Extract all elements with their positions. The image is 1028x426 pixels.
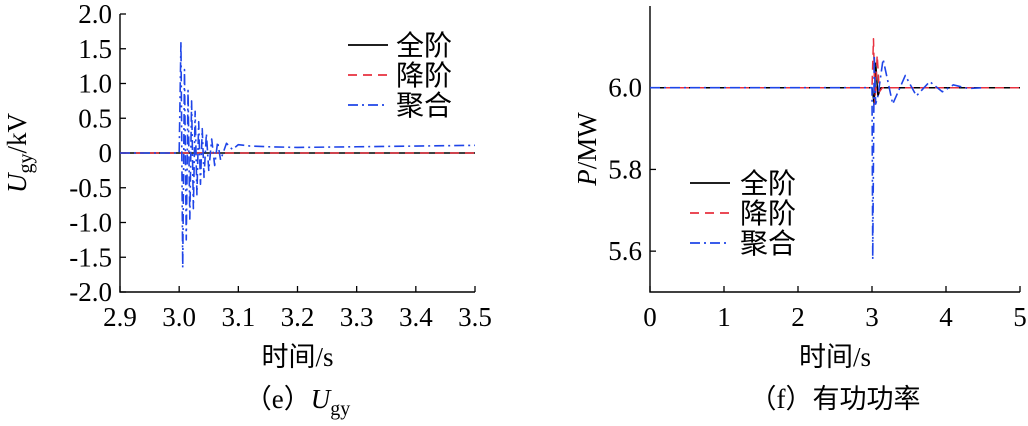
x-tick-label: 3 bbox=[865, 302, 879, 332]
legend-label: 全阶 bbox=[396, 30, 452, 62]
x-tick-label: 3.3 bbox=[340, 302, 374, 332]
x-tick-label: 3.5 bbox=[458, 302, 492, 332]
x-tick-label: 1 bbox=[717, 302, 731, 332]
x-axis-label: 时间/s bbox=[799, 342, 871, 372]
x-tick-label: 4 bbox=[939, 302, 953, 332]
y-axis-symbol: U bbox=[2, 172, 32, 193]
series-line-dashdot bbox=[120, 41, 476, 269]
caption-symbol: U bbox=[311, 384, 332, 414]
series-line-solid bbox=[650, 62, 1020, 105]
y-tick-label: 5.8 bbox=[608, 154, 642, 184]
y-tick-label: 1.0 bbox=[78, 69, 112, 99]
figure-caption: （f）有功功率 bbox=[750, 384, 921, 414]
y-axis-label: Ugy/kV bbox=[2, 112, 37, 193]
chart-panel-e: 2.9 3.0 3.1 3.2 3.3 3.4 3.5 2.0 1.5 1.0 0.5 0 -0.5 -1… bbox=[2, 0, 492, 420]
y-tick-label: -0.5 bbox=[69, 173, 112, 203]
y-tick-label: 5.6 bbox=[608, 236, 642, 266]
legend-label: 降阶 bbox=[740, 198, 796, 230]
caption-subscript: gy bbox=[330, 398, 350, 420]
y-tick-label: 2.0 bbox=[78, 0, 112, 29]
legend-label: 聚合 bbox=[396, 90, 452, 122]
y-tick-label: 6.0 bbox=[608, 73, 642, 103]
legend-label: 降阶 bbox=[396, 60, 452, 92]
y-axis-symbol: P bbox=[572, 169, 602, 187]
y-tick-label: 0.5 bbox=[78, 103, 112, 133]
x-tick-label: 3.0 bbox=[162, 302, 196, 332]
y-axis-unit: /MW bbox=[572, 112, 602, 170]
x-tick-label: 0 bbox=[643, 302, 657, 332]
series-line-dashdot bbox=[650, 54, 984, 261]
y-axis-unit: /kV bbox=[2, 112, 32, 153]
x-tick-label: 3.1 bbox=[221, 302, 255, 332]
y-tick-label: -1.0 bbox=[69, 208, 112, 238]
x-tick-label: 5 bbox=[1013, 302, 1027, 332]
x-tick-label: 3.4 bbox=[399, 302, 433, 332]
axis-frame bbox=[649, 6, 1020, 293]
x-axis-label: 时间/s bbox=[261, 342, 333, 372]
x-tick-label: 3.2 bbox=[281, 302, 315, 332]
y-tick-label: -1.5 bbox=[69, 242, 112, 272]
x-tick-label: 2 bbox=[791, 302, 805, 332]
legend-label: 聚合 bbox=[740, 228, 796, 260]
series-line-dashed bbox=[650, 37, 1020, 105]
y-tick-label: -2.0 bbox=[69, 277, 112, 307]
y-tick-label: 1.5 bbox=[78, 34, 112, 64]
y-axis-label: P/MW bbox=[572, 112, 602, 187]
y-tick-label: 0 bbox=[99, 138, 113, 168]
y-axis-subscript: gy bbox=[15, 154, 37, 174]
x-tick-label: 2.9 bbox=[103, 302, 137, 332]
caption-prefix: （e） bbox=[245, 384, 311, 414]
legend-label: 全阶 bbox=[740, 168, 796, 200]
figure-caption: （e）Ugy bbox=[245, 384, 350, 420]
